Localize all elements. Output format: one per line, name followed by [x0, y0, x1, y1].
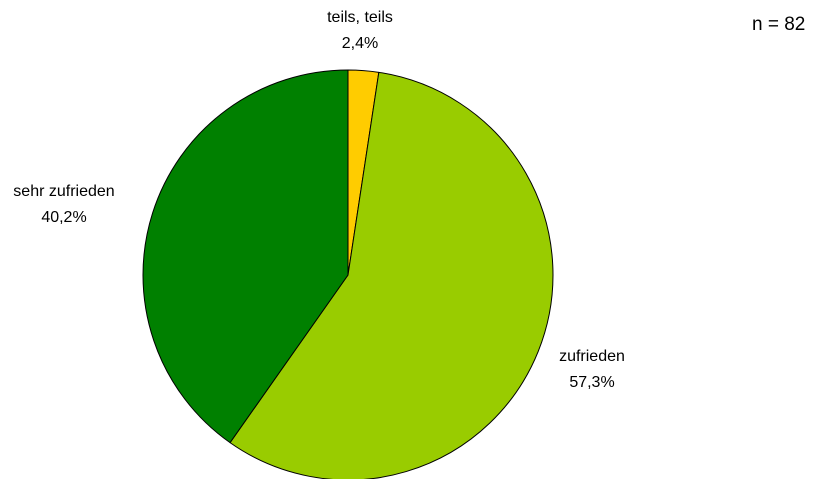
slice-category-label: teils, teils: [327, 9, 393, 26]
slice-category-label: sehr zufrieden: [13, 183, 114, 200]
pie-slice-sehr-zufrieden: [142, 69, 349, 444]
slice-value-label: 2,4%: [342, 35, 378, 52]
slice-value-label: 40,2%: [41, 209, 86, 226]
slice-category-label: zufrieden: [559, 348, 625, 365]
slice-value-label: 57,3%: [569, 374, 614, 391]
pie-slice-zufrieden: [229, 71, 554, 479]
pie-slices: [142, 69, 554, 479]
slice-labels: teils, teils 2,4% zufrieden 57,3% sehr zufri…: [13, 9, 625, 391]
sample-size-label: n = 82: [752, 14, 806, 35]
